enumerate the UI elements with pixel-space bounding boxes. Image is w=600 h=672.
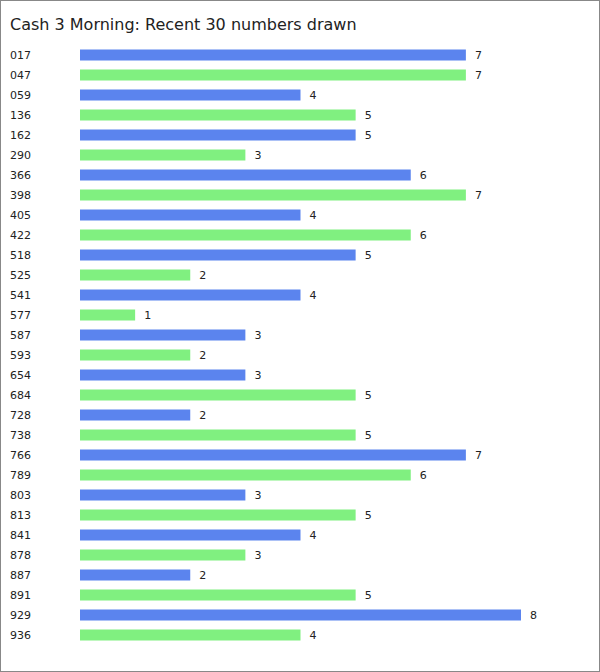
data-label: 5 [365,129,372,142]
category-label: 577 [10,309,31,322]
data-label: 5 [365,109,372,122]
data-label: 4 [310,289,317,302]
bar [80,450,466,461]
data-label: 7 [475,189,482,202]
category-label: 290 [10,149,31,162]
data-label: 5 [365,249,372,262]
category-label: 541 [10,289,31,302]
bar [80,510,356,521]
data-label: 2 [199,409,206,422]
bar [80,490,245,501]
bar [80,530,301,541]
category-label: 405 [10,209,31,222]
labels: 0177047705941365162529033666398740544226… [10,49,537,642]
bar [80,550,245,561]
data-label: 8 [530,609,537,622]
bar [80,570,190,581]
bar [80,50,466,61]
bar [80,90,301,101]
category-label: 366 [10,169,31,182]
category-label: 422 [10,229,31,242]
category-label: 017 [10,49,31,62]
data-label: 2 [199,569,206,582]
category-label: 059 [10,89,31,102]
bar [80,290,301,301]
category-label: 728 [10,409,31,422]
category-label: 525 [10,269,31,282]
bar [80,130,356,141]
data-label: 3 [254,489,261,502]
category-label: 047 [10,69,31,82]
data-label: 5 [365,389,372,402]
data-label: 1 [144,309,151,322]
bar [80,630,301,641]
data-label: 2 [199,349,206,362]
bar [80,230,411,241]
category-label: 654 [10,369,31,382]
bar [80,250,356,261]
category-label: 398 [10,189,31,202]
data-label: 7 [475,49,482,62]
bar [80,310,135,321]
bar [80,330,245,341]
data-label: 4 [310,89,317,102]
frame [1,1,600,672]
data-label: 3 [254,549,261,562]
data-label: 3 [254,149,261,162]
data-label: 5 [365,589,372,602]
category-label: 518 [10,249,31,262]
bar [80,110,356,121]
category-label: 929 [10,609,31,622]
category-label: 841 [10,529,31,542]
data-label: 2 [199,269,206,282]
bar [80,270,190,281]
data-label: 5 [365,429,372,442]
data-label: 5 [365,509,372,522]
category-label: 684 [10,389,31,402]
category-label: 878 [10,549,31,562]
data-label: 3 [254,369,261,382]
category-label: 593 [10,349,31,362]
bar [80,170,411,181]
category-label: 813 [10,509,31,522]
bar [80,430,356,441]
bar [80,370,245,381]
category-label: 738 [10,429,31,442]
data-label: 3 [254,329,261,342]
category-label: 766 [10,449,31,462]
category-label: 162 [10,129,31,142]
category-label: 936 [10,629,31,642]
data-label: 7 [475,449,482,462]
category-label: 789 [10,469,31,482]
title: Cash 3 Morning: Recent 30 numbers drawn [10,15,357,34]
category-label: 887 [10,569,31,582]
data-label: 6 [420,229,427,242]
category-label: 136 [10,109,31,122]
bar [80,410,190,421]
bars [80,50,521,641]
bar [80,610,521,621]
category-label: 587 [10,329,31,342]
chart-container: Cash 3 Morning: Recent 30 numbers drawn 0… [0,0,600,672]
bar [80,350,190,361]
bar [80,390,356,401]
category-label: 803 [10,489,31,502]
bar [80,70,466,81]
data-label: 7 [475,69,482,82]
bar [80,190,466,201]
data-label: 6 [420,169,427,182]
bar [80,590,356,601]
chart-svg: Cash 3 Morning: Recent 30 numbers drawn 0… [0,0,600,672]
data-label: 4 [310,629,317,642]
data-label: 4 [310,529,317,542]
bar [80,470,411,481]
category-label: 891 [10,589,31,602]
bar [80,150,245,161]
bar [80,210,301,221]
data-label: 4 [310,209,317,222]
data-label: 6 [420,469,427,482]
